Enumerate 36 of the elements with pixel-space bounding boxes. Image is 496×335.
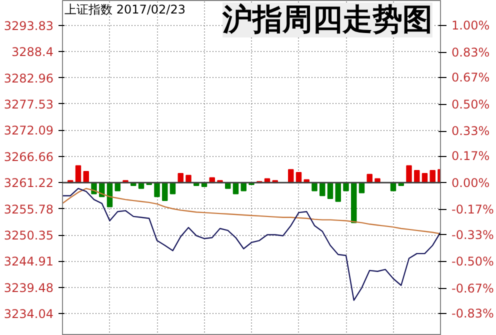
y-tick-label: 3266.66 xyxy=(4,150,54,164)
y2-tick-label: -0.83% xyxy=(452,306,494,320)
y-tick-label: 3293.83 xyxy=(4,18,54,33)
bar xyxy=(406,165,412,184)
y2-tick-label: 0.67% xyxy=(452,70,490,85)
y2-tick-label: 0.83% xyxy=(452,45,490,60)
bar xyxy=(162,182,168,201)
y-tick-label: 3277.53 xyxy=(4,97,54,112)
bar xyxy=(288,169,294,184)
y-tick-label: 3234.04 xyxy=(4,307,54,322)
y2-tick-label: 1.00% xyxy=(452,18,490,33)
y-tick-label: 3272.09 xyxy=(4,124,54,138)
bar xyxy=(154,182,160,198)
y-tick-label: 3250.35 xyxy=(4,228,54,242)
chart-title: 沪指周四走势图 xyxy=(222,2,432,38)
y-tick-label: 3288.4 xyxy=(12,45,54,60)
bar xyxy=(335,182,341,202)
bar xyxy=(186,174,192,184)
line-series xyxy=(62,188,440,234)
y2-tick-label: -0.50% xyxy=(452,254,494,269)
y-tick-label: 3261.22 xyxy=(4,176,54,190)
bar xyxy=(351,182,357,224)
y2-tick-label: 0.50% xyxy=(452,97,490,112)
y-tick-label: 3239.48 xyxy=(4,280,54,295)
y-tick-label: 3244.91 xyxy=(4,254,54,269)
chart-subtitle: 上证指数 2017/02/23 xyxy=(64,2,186,16)
y2-tick-label: 0.17% xyxy=(452,149,490,164)
y2-tick-label: 0.33% xyxy=(452,124,490,138)
bar xyxy=(75,165,82,184)
line-series xyxy=(62,188,440,301)
y2-tick-label: -0.33% xyxy=(452,228,494,242)
y-tick-label: 3255.78 xyxy=(4,202,54,216)
y-tick-label: 3282.96 xyxy=(4,71,54,86)
y2-tick-label: -0.17% xyxy=(452,202,494,217)
y2-tick-label: 0.00% xyxy=(452,176,490,190)
y2-tick-label: -0.67% xyxy=(452,281,494,296)
